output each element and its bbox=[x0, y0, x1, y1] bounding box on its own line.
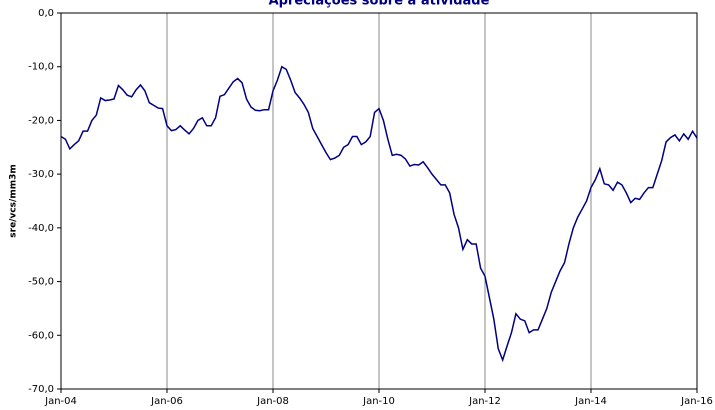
x-tick-label: Jan-12 bbox=[468, 396, 501, 407]
y-tick-label: -40,0 bbox=[28, 223, 54, 234]
y-axis-label: sre/vcs/mm3m bbox=[9, 164, 19, 237]
y-tick-label: -20,0 bbox=[28, 115, 54, 126]
y-tick-label: -10,0 bbox=[28, 62, 54, 73]
x-tick-label: Jan-06 bbox=[150, 396, 183, 407]
x-tick-label: Jan-16 bbox=[680, 396, 713, 407]
y-tick-label: -60,0 bbox=[28, 330, 54, 341]
x-tick-label: Jan-04 bbox=[44, 396, 77, 407]
y-tick-label: -70,0 bbox=[28, 384, 54, 395]
plot-border bbox=[60, 12, 698, 390]
y-tick-label: -50,0 bbox=[28, 277, 54, 288]
chart-title: Apreciações sobre a atividade bbox=[269, 0, 490, 9]
data-line bbox=[60, 65, 698, 363]
y-tick-label: -30,0 bbox=[28, 169, 54, 180]
x-tick-label: Jan-14 bbox=[574, 396, 607, 407]
x-tick-label: Jan-08 bbox=[256, 396, 289, 407]
y-tick-label: 0,0 bbox=[38, 8, 54, 19]
x-tick-label: Jan-10 bbox=[362, 396, 395, 407]
